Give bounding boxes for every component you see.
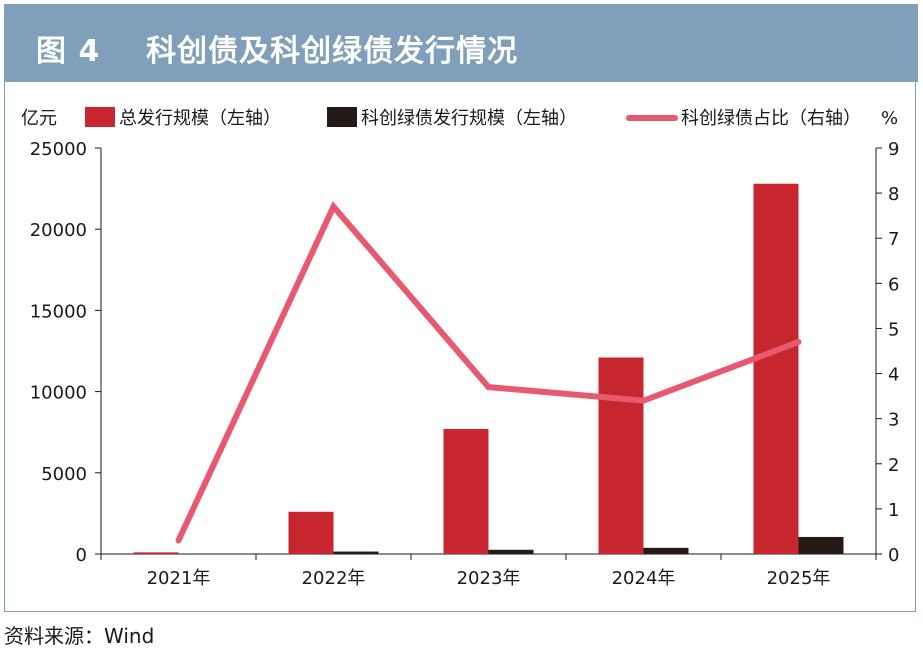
figure-label: 图 4 bbox=[36, 34, 101, 69]
bars bbox=[133, 183, 844, 554]
ratio-point bbox=[798, 341, 799, 343]
right-tick-label: 3 bbox=[888, 410, 899, 431]
right-tick-label: 4 bbox=[888, 365, 899, 386]
source-note: 资料来源：Wind bbox=[4, 624, 155, 648]
bar-total bbox=[133, 552, 179, 554]
right-axis-ticks: 0 1 2 3 4 5 6 7 8 9 bbox=[876, 139, 899, 566]
left-tick-label: 20000 bbox=[30, 220, 87, 241]
figure-header: 图 4 科创债及科创绿债发行情况 bbox=[4, 4, 918, 82]
left-tick-label: 10000 bbox=[30, 383, 87, 404]
x-tick-label: 2024年 bbox=[612, 568, 676, 589]
ratio-point bbox=[643, 400, 644, 402]
right-tick-label: 7 bbox=[888, 229, 899, 250]
x-tick-label: 2021年 bbox=[147, 568, 211, 589]
right-axis-unit: % bbox=[881, 108, 898, 129]
chart-frame: 亿元 总发行规模（左轴） 科创绿债发行规模（左轴） 科创绿债占比（右轴） % 0… bbox=[4, 82, 916, 612]
left-tick-label: 0 bbox=[76, 545, 87, 566]
right-tick-label: 2 bbox=[888, 455, 899, 476]
left-axis-ticks: 0 5000 10000 15000 20000 25000 bbox=[30, 139, 101, 566]
bar-total bbox=[288, 511, 334, 554]
chart: 亿元 总发行规模（左轴） 科创绿债发行规模（左轴） 科创绿债占比（右轴） % 0… bbox=[21, 107, 899, 589]
ratio-point bbox=[178, 539, 179, 541]
x-axis-ticks: 2021年 2022年 2023年 2024年 2025年 bbox=[100, 554, 877, 589]
legend-swatch-total bbox=[85, 107, 115, 127]
bar-green bbox=[798, 536, 844, 554]
bar-total bbox=[753, 183, 799, 554]
ratio-point bbox=[333, 206, 334, 208]
legend-label-green: 科创绿债发行规模（左轴） bbox=[361, 108, 577, 129]
right-tick-label: 0 bbox=[888, 545, 899, 566]
right-tick-label: 5 bbox=[888, 319, 899, 340]
bar-total bbox=[443, 428, 489, 554]
left-axis-unit: 亿元 bbox=[21, 108, 57, 129]
x-tick-label: 2025年 bbox=[767, 568, 831, 589]
right-tick-label: 8 bbox=[888, 184, 899, 205]
ratio-point bbox=[488, 386, 489, 388]
bar-green bbox=[333, 551, 379, 554]
bar-green bbox=[488, 549, 534, 554]
left-tick-label: 5000 bbox=[41, 464, 87, 485]
ratio-line-layer bbox=[175, 201, 802, 544]
figure-title: 图 4 科创债及科创绿债发行情况 bbox=[36, 26, 518, 70]
legend-label-ratio: 科创绿债占比（右轴） bbox=[681, 108, 861, 129]
legend: 亿元 总发行规模（左轴） 科创绿债发行规模（左轴） 科创绿债占比（右轴） % bbox=[21, 107, 898, 129]
legend-label-total: 总发行规模（左轴） bbox=[119, 108, 281, 129]
left-tick-label: 15000 bbox=[30, 301, 87, 322]
x-tick-label: 2023年 bbox=[457, 568, 521, 589]
figure-title-text: 科创债及科创绿债发行情况 bbox=[146, 34, 519, 69]
bar-green bbox=[643, 547, 689, 554]
x-tick-label: 2022年 bbox=[302, 568, 366, 589]
right-tick-label: 9 bbox=[888, 139, 899, 160]
left-tick-label: 25000 bbox=[30, 139, 87, 160]
right-tick-label: 1 bbox=[888, 500, 899, 521]
bar-total bbox=[598, 357, 644, 554]
right-tick-label: 6 bbox=[888, 274, 899, 295]
legend-swatch-green bbox=[327, 107, 357, 127]
